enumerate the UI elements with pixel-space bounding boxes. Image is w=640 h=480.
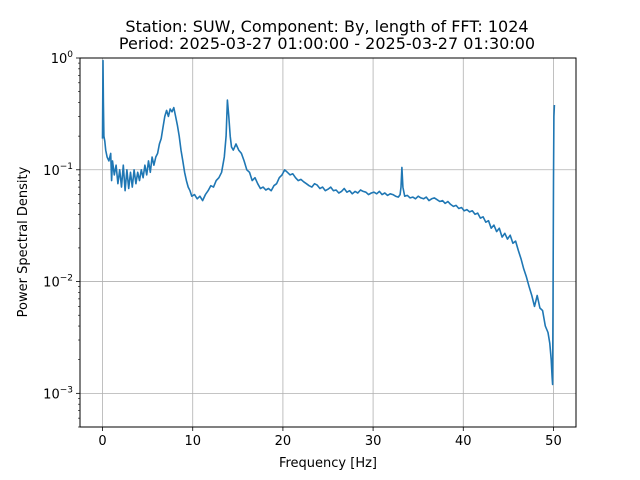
y-tick-label: 10−3 [43, 385, 73, 402]
plot-frame [79, 57, 577, 428]
psd-series-line-0 [101, 59, 556, 386]
grid [80, 57, 576, 427]
y-tick-label: 10−1 [43, 162, 73, 179]
plot-area [101, 59, 556, 386]
y-tick-label: 10−2 [43, 274, 73, 291]
y-axis-label: Power Spectral Density [16, 166, 31, 317]
x-tick-label: 10 [184, 434, 201, 449]
x-axis-label: Frequency [Hz] [279, 456, 377, 471]
y-axis: 10−3 10−2 10−1 100 [43, 50, 80, 428]
y-tick-label: 100 [51, 50, 74, 67]
x-tick-label: 30 [365, 434, 382, 449]
x-tick-label: 0 [98, 434, 106, 449]
x-tick-label: 40 [455, 434, 472, 449]
chart-subtitle: Period: 2025-03-27 01:00:00 - 2025-03-27… [119, 34, 535, 53]
x-tick-label: 20 [275, 434, 292, 449]
x-axis: 0 10 20 30 40 50 [98, 427, 562, 449]
x-tick-label: 50 [545, 434, 562, 449]
chart-title: Station: SUW, Component: By, length of F… [125, 17, 528, 36]
